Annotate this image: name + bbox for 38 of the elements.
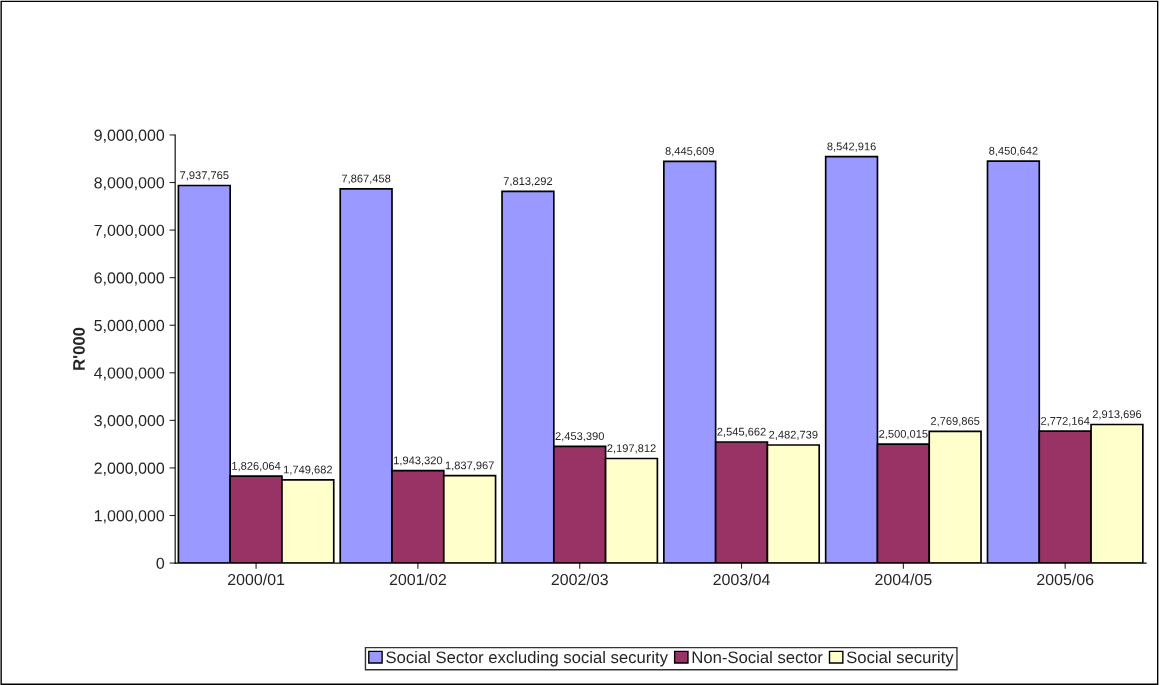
- legend-label: Social security: [846, 650, 954, 667]
- data-label: 2,500,015: [879, 429, 928, 440]
- legend-label: Non-Social sector: [692, 650, 823, 664]
- y-tick-label: 3,000,000: [94, 415, 165, 429]
- x-tick-label: 2003/04: [713, 573, 770, 586]
- data-label: 7,813,292: [503, 177, 553, 187]
- data-label: 2,769,865: [930, 417, 980, 427]
- x-tick-label: 2000/01: [228, 573, 285, 586]
- data-label: 8,445,609: [665, 147, 714, 157]
- y-tick-label: 6,000,000: [94, 272, 165, 286]
- legend-label: Social Sector excluding social security: [386, 650, 668, 667]
- data-label: 2,453,390: [555, 432, 604, 442]
- data-label: 2,772,164: [1041, 416, 1090, 427]
- y-tick-label: 4,000,000: [94, 367, 165, 381]
- data-label: 2,197,812: [607, 444, 656, 454]
- data-label: 7,937,765: [180, 171, 229, 181]
- y-tick-label: 2,000,000: [94, 462, 165, 476]
- y-tick-label: 7,000,000: [94, 224, 165, 238]
- data-label: 8,542,916: [827, 142, 876, 152]
- data-label: 1,837,967: [445, 461, 494, 471]
- y-axis-title: R'000: [73, 327, 85, 370]
- x-tick-label: 2002/03: [551, 573, 608, 586]
- y-tick-label: 8,000,000: [94, 177, 165, 191]
- y-tick-label: 5,000,000: [94, 319, 165, 334]
- data-label: 2,482,739: [769, 430, 818, 440]
- x-tick-label: 2001/02: [389, 573, 446, 586]
- data-label: 7,867,458: [341, 174, 391, 184]
- x-tick-label: 2005/06: [1037, 573, 1094, 586]
- x-tick-label: 2004/05: [875, 573, 932, 586]
- y-tick-label: 1,000,000: [94, 510, 165, 524]
- data-label: 1,749,682: [283, 465, 333, 475]
- y-tick-label: 9,000,000: [94, 129, 165, 143]
- data-label: 2,913,696: [1092, 410, 1142, 420]
- y-tick-label: 0: [156, 557, 165, 570]
- data-label: 1,826,064: [232, 461, 281, 472]
- data-label: 8,450,642: [989, 146, 1038, 157]
- data-label: 1,943,320: [394, 456, 443, 466]
- data-label: 2,545,662: [717, 427, 766, 437]
